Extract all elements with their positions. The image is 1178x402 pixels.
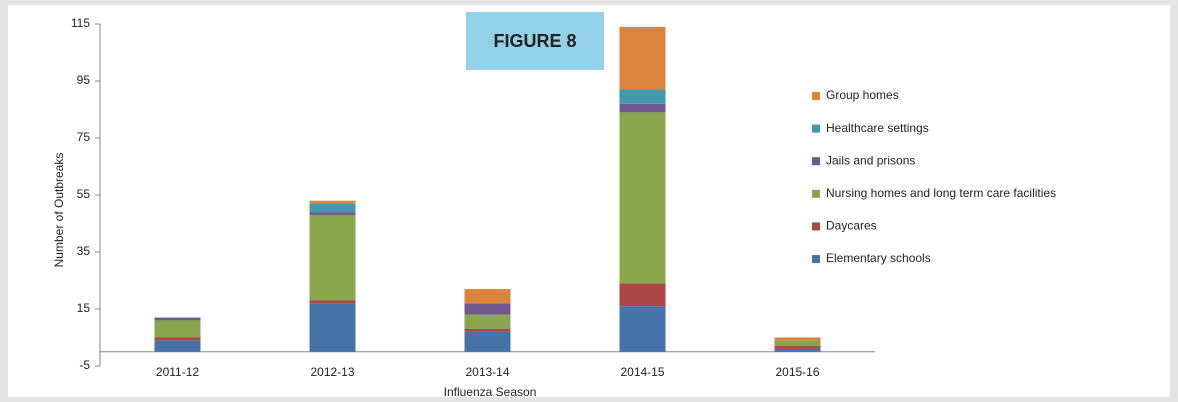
bar-segment <box>309 203 356 213</box>
bar-segment <box>154 340 201 352</box>
legend-label: Nursing homes and long term care facilit… <box>826 186 1056 200</box>
bar-segment <box>774 346 821 349</box>
bar-segment <box>619 89 666 104</box>
bar-segment <box>309 212 356 215</box>
bar-segment <box>464 303 511 315</box>
legend-swatch <box>812 222 820 231</box>
y-tick-label: -5 <box>79 358 90 372</box>
bar-segment <box>309 300 356 304</box>
legend-label: Healthcare settings <box>826 121 929 135</box>
x-tick-label: 2012-13 <box>310 365 354 379</box>
bar-segment <box>619 306 666 352</box>
y-tick-label: 35 <box>77 244 91 258</box>
legend-label: Jails and prisons <box>826 153 915 167</box>
legend-swatch <box>812 157 820 166</box>
bar-segment <box>619 112 666 284</box>
x-axis-label: Influenza Season <box>444 385 537 399</box>
bar-segment <box>464 328 511 332</box>
panel <box>8 5 1170 397</box>
y-tick-label: 95 <box>77 73 91 87</box>
bar-segment <box>309 303 356 352</box>
bar-segment <box>154 320 201 338</box>
bar-segment <box>619 103 666 113</box>
legend-label: Elementary schools <box>826 251 931 265</box>
annotation-box <box>466 12 604 70</box>
bar-segment <box>154 337 201 341</box>
legend-label: Group homes <box>826 88 899 102</box>
annotation: FIGURE 8 <box>493 31 576 51</box>
y-axis-label: Number of Outbreaks <box>52 153 66 268</box>
x-tick-label: 2015-16 <box>775 365 819 379</box>
bar-segment <box>309 200 356 204</box>
legend-label: Daycares <box>826 219 877 233</box>
bar-segment <box>774 340 821 347</box>
x-tick-label: 2014-15 <box>620 365 664 379</box>
bar-segment <box>464 314 511 329</box>
bar-segment <box>774 337 821 341</box>
legend-swatch <box>812 189 820 198</box>
y-tick-label: 15 <box>77 301 91 315</box>
legend-swatch <box>812 255 820 263</box>
y-tick-label: 115 <box>71 16 90 30</box>
x-tick-label: 2011-12 <box>156 365 199 379</box>
bar-segment <box>464 289 511 304</box>
y-tick-label: 55 <box>77 187 91 201</box>
bar-segment <box>154 317 201 321</box>
x-tick-label: 2013-14 <box>465 365 509 379</box>
legend-swatch <box>812 92 820 100</box>
bar-segment <box>774 348 821 352</box>
legend-swatch <box>812 124 820 133</box>
bar-segment <box>619 26 666 90</box>
y-tick-label: 75 <box>77 130 91 144</box>
bar-segment <box>464 331 511 352</box>
bar-segment <box>619 283 666 307</box>
bar-segment <box>309 214 356 301</box>
